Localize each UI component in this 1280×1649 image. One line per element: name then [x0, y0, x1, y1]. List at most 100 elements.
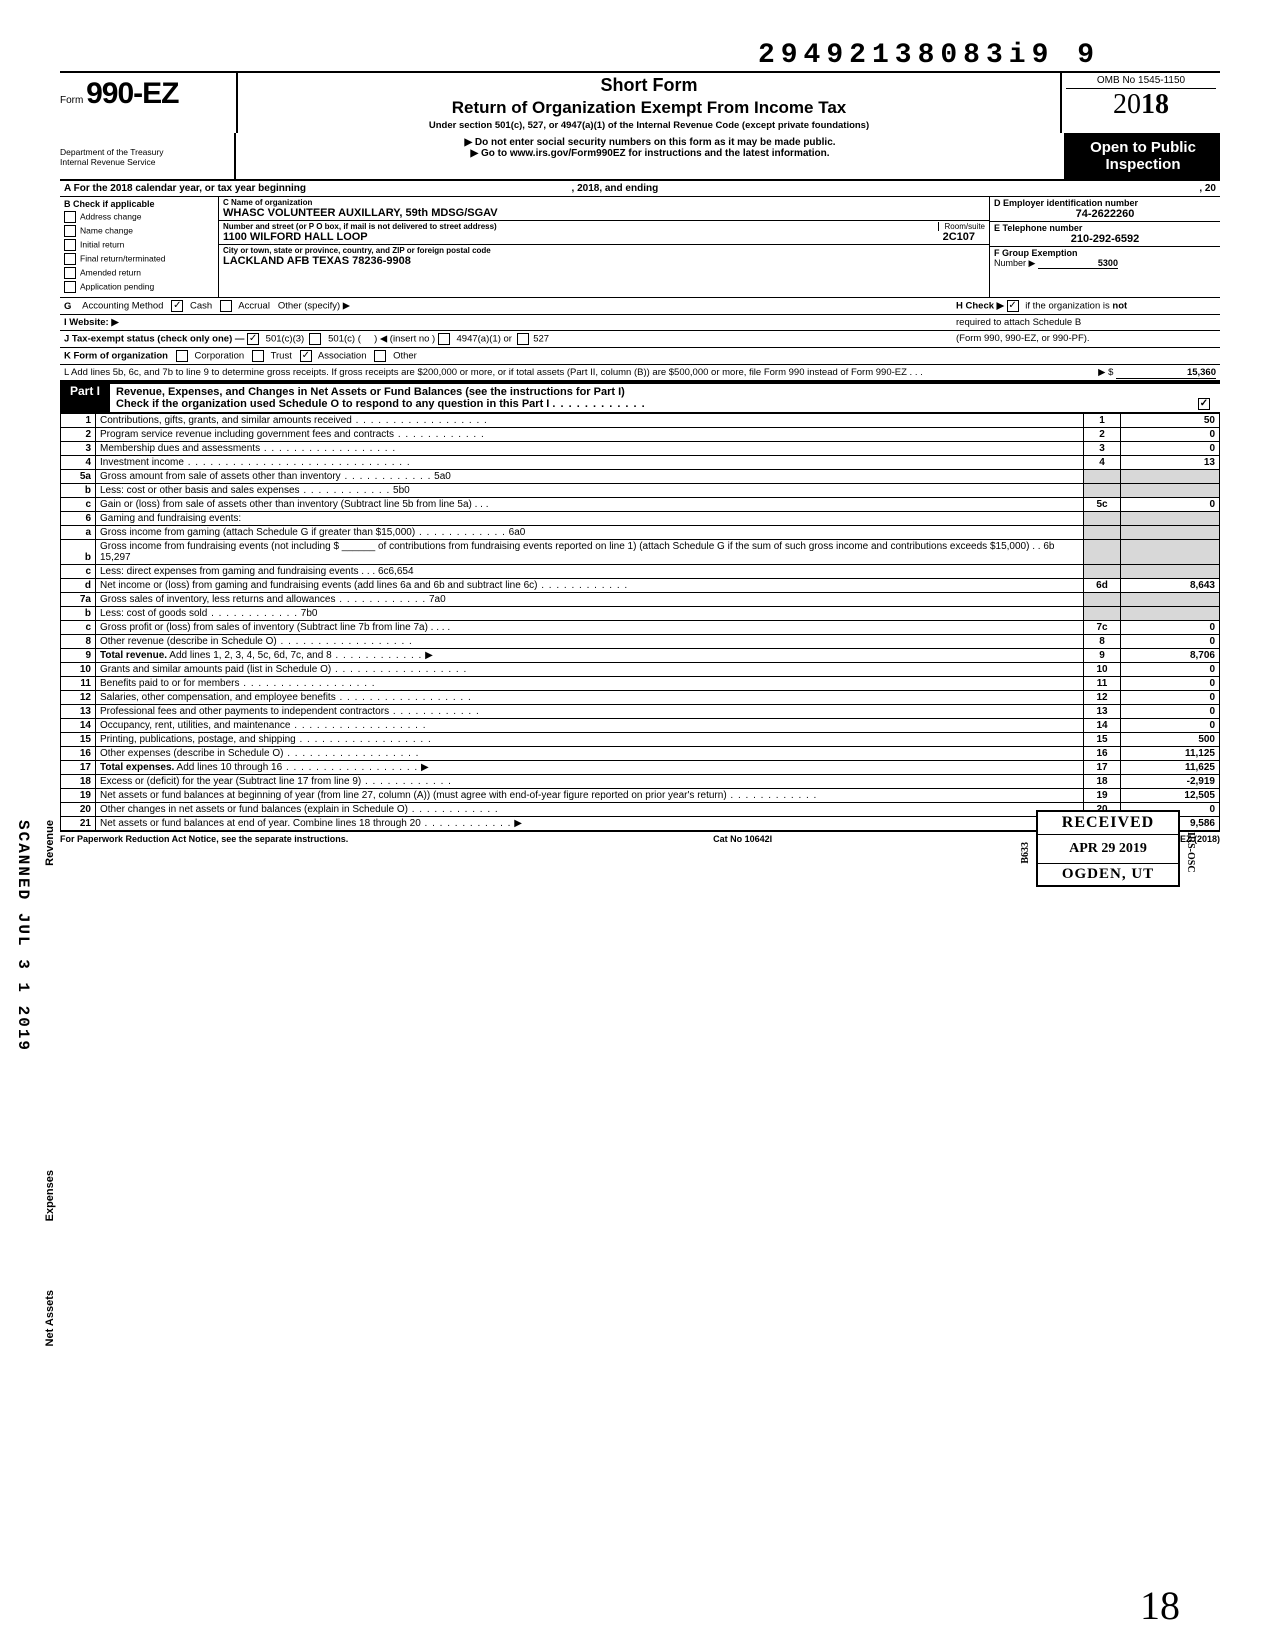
l-text: L Add lines 5b, 6c, and 7b to line 9 to …	[64, 367, 923, 378]
line-19-desc: Net assets or fund balances at beginning…	[100, 790, 727, 801]
line-l: L Add lines 5b, 6c, and 7b to line 9 to …	[60, 365, 1220, 382]
cb-501c[interactable]	[309, 333, 321, 345]
k-corp: Corporation	[195, 351, 245, 362]
line-a: A For the 2018 calendar year, or tax yea…	[60, 181, 1220, 197]
line-7b-desc: Less: cost of goods sold	[100, 608, 207, 619]
line-6-desc: Gaming and fundraising events:	[96, 512, 1084, 526]
short-form-label: Short Form	[244, 75, 1054, 96]
title-cell: Short Form Return of Organization Exempt…	[238, 73, 1060, 133]
cb-name-change[interactable]	[64, 225, 76, 237]
dept-cell: Department of the Treasury Internal Reve…	[60, 133, 236, 179]
line-18-val: -2,919	[1121, 775, 1220, 789]
stamp-location: OGDEN, UT	[1038, 863, 1178, 885]
g-accrual: Accrual	[238, 301, 270, 312]
ein: 74-2622260	[994, 208, 1216, 220]
line-7a-desc: Gross sales of inventory, less returns a…	[100, 594, 335, 605]
dept-2: Internal Revenue Service	[60, 157, 230, 167]
cb-initial-return[interactable]	[64, 239, 76, 251]
line-12-desc: Salaries, other compensation, and employ…	[100, 692, 336, 703]
cb-accrual[interactable]	[220, 300, 232, 312]
cb-final-return[interactable]	[64, 253, 76, 265]
line-10-desc: Grants and similar amounts paid (list in…	[100, 664, 331, 675]
warn-2: ▶ Go to www.irs.gov/Form990EZ for instru…	[242, 148, 1058, 159]
form-word: Form	[60, 95, 83, 106]
line-3-val: 0	[1121, 442, 1220, 456]
line-6d-desc: Net income or (loss) from gaming and fun…	[100, 580, 537, 591]
line-17-label: Total expenses.	[100, 762, 174, 773]
b-item-3: Final return/terminated	[80, 253, 166, 263]
h-cont2: (Form 990, 990-EZ, or 990-PF).	[956, 333, 1216, 344]
j-527: 527	[533, 334, 549, 345]
g-other: Other (specify) ▶	[278, 301, 350, 312]
line-6c-desc: Less: direct expenses from gaming and fu…	[100, 566, 358, 577]
b-header: B Check if applicable	[64, 199, 214, 209]
l-value: 15,360	[1116, 367, 1216, 379]
line-19-val: 12,505	[1121, 789, 1220, 803]
city-value: LACKLAND AFB TEXAS 78236-9908	[223, 255, 985, 267]
line-11-val: 0	[1121, 677, 1220, 691]
room-label: Room/suite	[938, 222, 985, 231]
b-item-5: Application pending	[80, 281, 154, 291]
stamp-date: APR 29 2019	[1038, 835, 1178, 863]
cb-other[interactable]	[374, 350, 386, 362]
header-row-2: Department of the Treasury Internal Reve…	[60, 133, 1220, 181]
cb-501c3[interactable]: ✓	[247, 333, 259, 345]
tax-year: 2018	[1066, 89, 1216, 121]
cb-527[interactable]	[517, 333, 529, 345]
g-cash: Cash	[190, 301, 212, 312]
stamp-side: B633	[1020, 842, 1031, 864]
line-4-desc: Investment income	[100, 457, 184, 468]
j-501c: 501(c) (	[328, 334, 361, 345]
form-990ez: 990-EZ	[86, 77, 178, 110]
line-15-desc: Printing, publications, postage, and shi…	[100, 734, 296, 745]
cb-sched-o[interactable]: ✓	[1198, 398, 1210, 410]
cb-corp[interactable]	[176, 350, 188, 362]
line-4-val: 13	[1121, 456, 1220, 470]
org-name: WHASC VOLUNTEER AUXILLARY, 59th MDSG/SGA…	[223, 207, 985, 219]
j-4947: 4947(a)(1) or	[457, 334, 512, 345]
line-a-end: , 20	[1199, 183, 1216, 194]
col-de: D Employer identification number 74-2622…	[990, 197, 1220, 297]
cb-h[interactable]: ✓	[1007, 300, 1019, 312]
open-2: Inspection	[1068, 156, 1218, 173]
line-1-val: 50	[1121, 414, 1220, 428]
open-1: Open to Public	[1068, 139, 1218, 156]
line-2-val: 0	[1121, 428, 1220, 442]
instruction-cell: ▶ Do not enter social security numbers o…	[236, 133, 1064, 179]
line-13-desc: Professional fees and other payments to …	[100, 706, 389, 717]
c-label: C Name of organization	[223, 198, 985, 207]
cb-cash[interactable]: ✓	[171, 300, 183, 312]
line-7c-val: 0	[1121, 621, 1220, 635]
cb-assoc[interactable]: ✓	[300, 350, 312, 362]
cb-app-pending[interactable]	[64, 281, 76, 293]
cb-amended[interactable]	[64, 267, 76, 279]
l-arrow: ▶ $	[1098, 367, 1113, 378]
f-label: F Group Exemption	[994, 248, 1078, 258]
vtab-expenses: Expenses	[44, 1170, 56, 1221]
i-label: I Website: ▶	[64, 317, 119, 328]
phone: 210-292-6592	[994, 233, 1216, 245]
omb-year-cell: OMB No 1545-1150 2018	[1060, 73, 1220, 133]
j-insert: ) ◀ (insert no )	[374, 334, 435, 345]
e-label: E Telephone number	[994, 223, 1216, 233]
cb-4947[interactable]	[438, 333, 450, 345]
line-9-label: Total revenue.	[100, 650, 167, 661]
line-a-label: A For the 2018 calendar year, or tax yea…	[64, 183, 306, 194]
line-5b-val: 0	[404, 485, 410, 496]
city-label: City or town, state or province, country…	[223, 246, 985, 255]
cb-trust[interactable]	[252, 350, 264, 362]
cb-address-change[interactable]	[64, 211, 76, 223]
section-bcdef: B Check if applicable Address change Nam…	[60, 197, 1220, 298]
h-cont: required to attach Schedule B	[956, 317, 1216, 328]
line-6d-val: 8,643	[1121, 579, 1220, 593]
lines-table: 1Contributions, gifts, grants, and simil…	[60, 413, 1220, 832]
received-stamp: RECEIVED APR 29 2019 OGDEN, UT B633 IRS-…	[1036, 810, 1180, 887]
line-7a-val: 0	[440, 594, 446, 605]
g-label: G	[64, 301, 80, 312]
line-10-val: 0	[1121, 663, 1220, 677]
j-label: J Tax-exempt status (check only one) —	[64, 334, 244, 345]
line-j: J Tax-exempt status (check only one) — ✓…	[60, 331, 1220, 348]
line-6b-val: 15,297	[100, 552, 131, 563]
line-12-val: 0	[1121, 691, 1220, 705]
stamp-side2: IRS-OSC	[1185, 832, 1196, 873]
